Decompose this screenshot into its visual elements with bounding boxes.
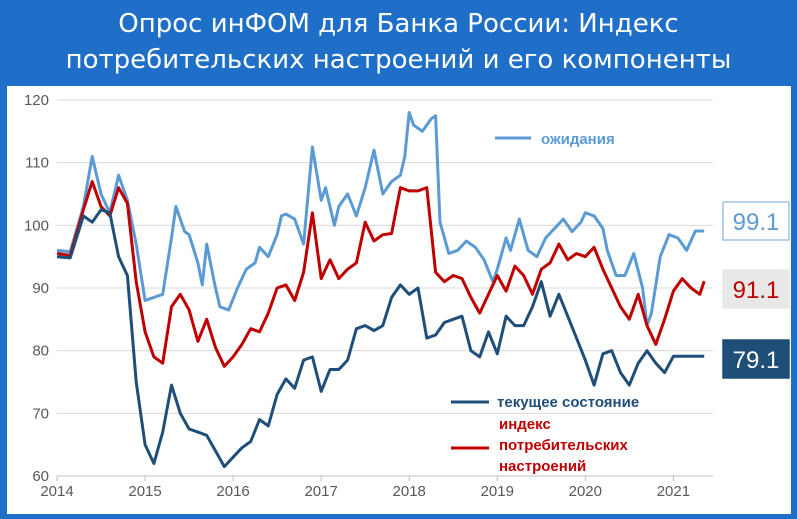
series-line-1	[56, 111, 705, 328]
y-tick-label: 80	[32, 343, 49, 360]
x-tick-label: 2019	[481, 483, 514, 500]
y-tick-label: 120	[24, 92, 49, 109]
x-tick-label: 2016	[216, 483, 249, 500]
end-label-box-1	[722, 201, 790, 241]
series-line-3	[56, 208, 705, 469]
chart-title: Опрос инФОМ для Банка России: Индекс пот…	[0, 0, 797, 86]
x-tick-label: 2017	[304, 483, 337, 500]
end-value-label-2: 91.1	[733, 277, 780, 304]
legend-label-index-line: индекс	[499, 416, 551, 433]
y-tick-label: 70	[32, 405, 49, 422]
y-tick-label: 110	[25, 155, 49, 172]
y-tick-label: 60	[32, 468, 49, 485]
legend-label-current: текущее состояние	[497, 394, 639, 411]
x-tick-label: 2021	[657, 483, 690, 500]
end-label-box-2	[722, 269, 790, 309]
end-label-box-3	[722, 339, 790, 379]
x-tick-label: 2018	[393, 483, 426, 500]
y-tick-label: 100	[24, 217, 49, 234]
legend-label-index-line: потребительских	[499, 437, 628, 454]
plot-area: 60 70 80 90 100 110 120 2014 2015 2016 2017 2018 201…	[7, 86, 791, 514]
end-value-label-1: 99.1	[733, 209, 780, 236]
x-tick-label: 2015	[128, 483, 161, 500]
y-tick-label: 90	[32, 280, 49, 297]
end-value-label-3: 79.1	[733, 347, 780, 374]
title-line-2: потребительских настроений и его компоне…	[65, 45, 732, 75]
x-tick-label: 2014	[40, 483, 73, 500]
line-chart: 60 70 80 90 100 110 120 2014 2015 2016 2017 2018 201…	[24, 92, 790, 500]
series-line-2	[56, 180, 706, 368]
legend-label-index-line: настроений	[499, 458, 586, 475]
title-line-1: Опрос инФОМ для Банка России: Индекс	[118, 9, 679, 39]
x-tick-label: 2020	[569, 483, 602, 500]
legend-label-expectations: ожидания	[541, 131, 615, 148]
